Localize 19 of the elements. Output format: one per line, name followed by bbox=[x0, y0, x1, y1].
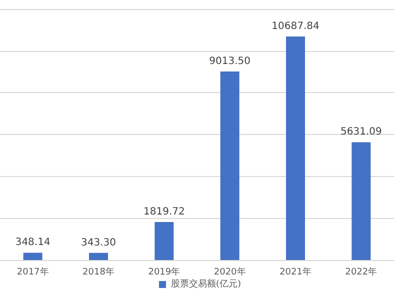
bar bbox=[286, 36, 305, 260]
x-tick-label: 2017年 bbox=[16, 266, 49, 278]
x-tick-label: 2022年 bbox=[345, 266, 378, 278]
x-tick-label: 2019年 bbox=[148, 266, 180, 278]
x-tick-label: 2018年 bbox=[82, 266, 114, 278]
bar bbox=[89, 252, 108, 260]
bar bbox=[220, 71, 240, 260]
x-tick-label: 2021年 bbox=[280, 266, 312, 278]
bar bbox=[352, 142, 371, 260]
data-label: 1819.72 bbox=[143, 206, 185, 218]
data-label: 10687.84 bbox=[272, 20, 320, 32]
bar bbox=[154, 222, 174, 260]
bar bbox=[23, 252, 42, 260]
legend-label: 股票交易额(亿元) bbox=[170, 278, 242, 290]
data-label: 9013.50 bbox=[209, 56, 251, 67]
data-label: 348.14 bbox=[15, 237, 50, 248]
data-label: 343.30 bbox=[81, 237, 116, 248]
data-label: 5631.09 bbox=[340, 126, 382, 138]
x-tick-label: 2020年 bbox=[214, 266, 246, 278]
